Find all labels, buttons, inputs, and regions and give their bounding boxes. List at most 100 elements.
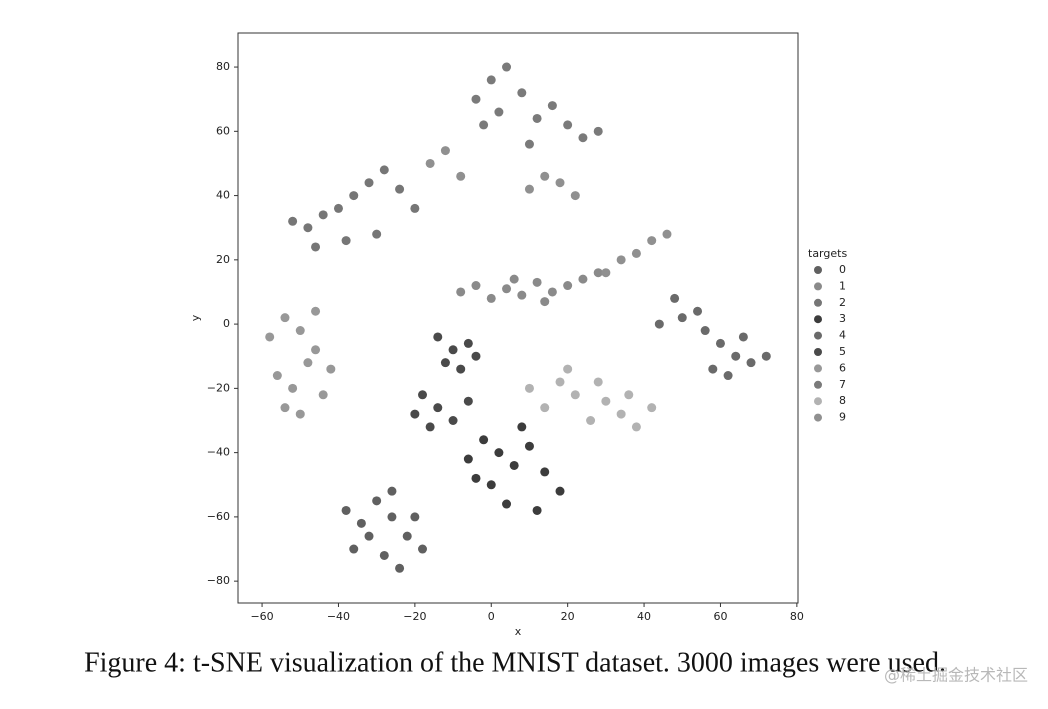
point [532, 277, 542, 287]
point [731, 351, 741, 361]
point [631, 248, 641, 258]
point [433, 403, 443, 413]
legend-label: 4 [839, 329, 846, 342]
point [578, 274, 588, 284]
x-tick-label: 60 [713, 610, 727, 623]
point [524, 139, 534, 149]
legend-label: 2 [839, 296, 846, 309]
point [540, 297, 550, 307]
point [517, 88, 527, 98]
point [341, 236, 351, 246]
point [463, 338, 473, 348]
point [463, 396, 473, 406]
point [372, 496, 382, 506]
point [746, 358, 756, 368]
point [693, 306, 703, 316]
point [356, 518, 366, 528]
point [555, 486, 565, 496]
point [379, 550, 389, 560]
x-axis-label: x [515, 625, 522, 638]
point [494, 448, 504, 458]
x-tick-label: 40 [637, 610, 651, 623]
point [524, 383, 534, 393]
legend-label: 3 [839, 312, 846, 325]
legend-marker [814, 282, 822, 291]
point [677, 313, 687, 323]
point [349, 191, 359, 201]
point [295, 409, 305, 419]
point [570, 390, 580, 400]
point [349, 544, 359, 554]
point [486, 75, 496, 85]
point [387, 486, 397, 496]
point [440, 358, 450, 368]
point [563, 120, 573, 130]
point [311, 242, 321, 252]
point [616, 255, 626, 265]
point [471, 94, 481, 104]
point [593, 126, 603, 136]
point [486, 480, 496, 490]
point [372, 229, 382, 239]
point [761, 351, 771, 361]
point [563, 281, 573, 291]
point [311, 306, 321, 316]
point [578, 133, 588, 143]
point [456, 364, 466, 374]
plot-frame [237, 32, 799, 604]
point [463, 454, 473, 464]
point [265, 332, 275, 342]
legend-marker [814, 331, 822, 340]
legend-marker [814, 298, 822, 307]
x-tick-label: 80 [790, 610, 804, 623]
y-tick-label: −60 [207, 510, 230, 523]
point [524, 184, 534, 194]
watermark: @稀土掘金技术社区 [884, 666, 1028, 685]
legend-label: 8 [839, 394, 846, 407]
legend-label: 9 [839, 411, 846, 424]
point [670, 293, 680, 303]
point [440, 146, 450, 156]
legend-marker [814, 364, 822, 373]
point [326, 364, 336, 374]
point [364, 531, 374, 541]
legend-marker [814, 413, 822, 422]
point [540, 403, 550, 413]
point [402, 531, 412, 541]
point [333, 203, 343, 213]
point [410, 203, 420, 213]
point [563, 364, 573, 374]
y-tick-label: 20 [216, 253, 230, 266]
point [517, 422, 527, 432]
x-tick-label: −60 [250, 610, 273, 623]
point [318, 390, 328, 400]
point [280, 403, 290, 413]
legend-label: 6 [839, 361, 846, 374]
point [418, 390, 428, 400]
point [425, 158, 435, 168]
point [547, 101, 557, 111]
point [502, 499, 512, 509]
point [494, 107, 504, 117]
legend-marker [814, 315, 822, 324]
legend-marker [814, 397, 822, 406]
point [624, 390, 634, 400]
point [418, 544, 428, 554]
y-axis-label: y [189, 314, 202, 321]
point [647, 236, 657, 246]
caption: Figure 4: t-SNE visualization of the MNI… [84, 647, 946, 678]
y-tick-label: −40 [207, 446, 230, 459]
point [295, 326, 305, 336]
y-tick-label: 0 [223, 317, 230, 330]
point [318, 210, 328, 220]
point [616, 409, 626, 419]
point [509, 460, 519, 470]
point [387, 512, 397, 522]
point [425, 422, 435, 432]
point [395, 184, 405, 194]
point [532, 113, 542, 123]
point [509, 274, 519, 284]
point [723, 371, 733, 381]
point [540, 467, 550, 477]
point [631, 422, 641, 432]
